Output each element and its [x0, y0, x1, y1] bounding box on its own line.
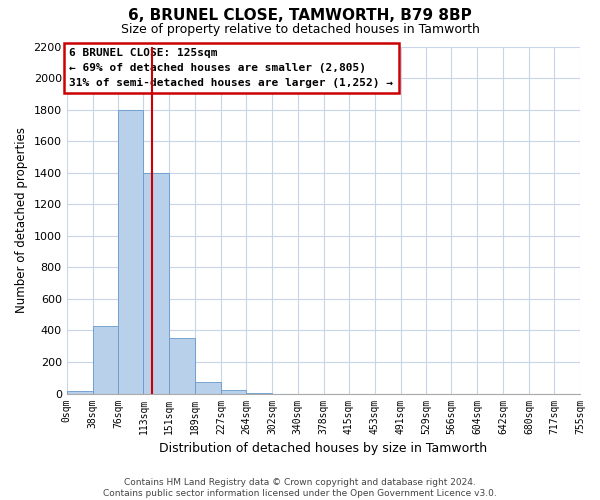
- Text: Size of property relative to detached houses in Tamworth: Size of property relative to detached ho…: [121, 22, 479, 36]
- Y-axis label: Number of detached properties: Number of detached properties: [15, 127, 28, 313]
- Text: 6 BRUNEL CLOSE: 125sqm
← 69% of detached houses are smaller (2,805)
31% of semi-: 6 BRUNEL CLOSE: 125sqm ← 69% of detached…: [69, 48, 393, 88]
- Bar: [118, 110, 143, 394]
- Bar: [169, 338, 195, 394]
- Bar: [246, 393, 272, 394]
- Bar: [195, 382, 221, 394]
- Bar: [143, 172, 169, 394]
- Bar: [67, 391, 92, 394]
- Text: Contains HM Land Registry data © Crown copyright and database right 2024.
Contai: Contains HM Land Registry data © Crown c…: [103, 478, 497, 498]
- Bar: [221, 390, 246, 394]
- X-axis label: Distribution of detached houses by size in Tamworth: Distribution of detached houses by size …: [159, 442, 487, 455]
- Bar: [92, 326, 118, 394]
- Text: 6, BRUNEL CLOSE, TAMWORTH, B79 8BP: 6, BRUNEL CLOSE, TAMWORTH, B79 8BP: [128, 8, 472, 22]
